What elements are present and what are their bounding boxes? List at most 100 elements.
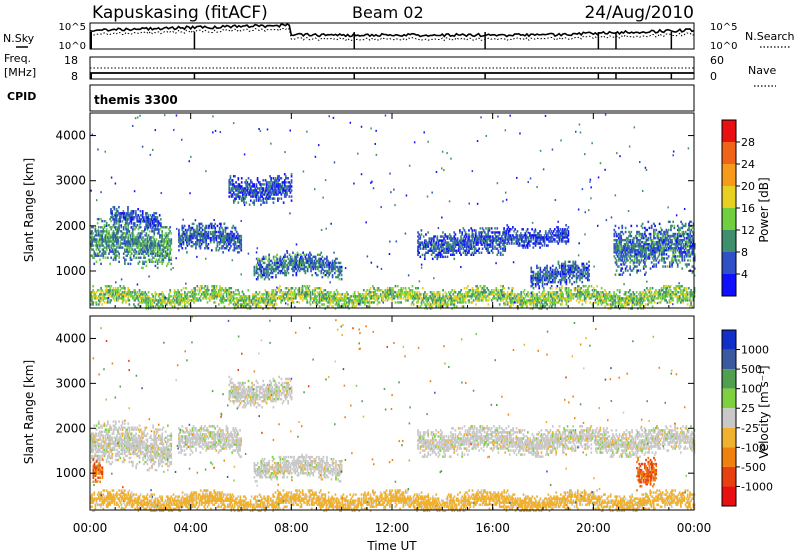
heatmap-cell — [671, 257, 673, 260]
heatmap-cell — [152, 220, 154, 223]
heatmap-cell — [463, 229, 466, 232]
heatmap-cell — [144, 291, 147, 294]
heatmap-cell — [152, 299, 154, 302]
heatmap-cell — [274, 179, 277, 182]
heatmap-cell — [139, 214, 142, 217]
heatmap-cell — [645, 265, 647, 268]
heatmap-cell — [683, 257, 686, 260]
heatmap-cell — [229, 291, 231, 294]
heatmap-cell — [148, 246, 151, 249]
heatmap-cell — [433, 247, 435, 250]
heatmap-cell — [691, 243, 694, 246]
heatmap-cell — [624, 245, 627, 248]
heatmap-cell — [289, 293, 292, 296]
heatmap-cell — [650, 255, 653, 258]
heatmap-cell — [168, 252, 170, 255]
heatmap-cell — [273, 263, 276, 267]
heatmap-cell — [235, 247, 238, 250]
heatmap-cell — [328, 271, 331, 275]
heatmap-cell — [533, 232, 536, 235]
heatmap-cell — [298, 257, 301, 261]
heatmap-cell — [135, 293, 137, 296]
heatmap-cell — [636, 257, 638, 260]
heatmap-cell — [125, 228, 127, 231]
heatmap-cell — [128, 230, 131, 233]
heatmap-cell — [157, 301, 160, 304]
heatmap-cell — [560, 240, 563, 243]
heatmap-cell — [542, 274, 545, 278]
heatmap-cell — [582, 272, 585, 276]
heatmap-cell — [423, 241, 426, 244]
heatmap-cell — [163, 256, 166, 259]
heatmap-cell — [149, 222, 152, 225]
heatmap-cell — [454, 233, 457, 236]
heatmap-cell — [530, 278, 533, 282]
heatmap-cell — [642, 234, 645, 238]
heatmap-cell — [147, 240, 150, 243]
heatmap-cell — [286, 255, 289, 259]
heatmap-cell — [131, 248, 134, 251]
heatmap-cell — [149, 226, 152, 229]
heatmap-cell — [300, 259, 302, 263]
heatmap-cell — [102, 299, 105, 302]
heatmap-cell — [228, 293, 230, 296]
heatmap-cell — [145, 226, 147, 229]
heatmap-cell — [433, 239, 435, 242]
heatmap-cell — [630, 245, 633, 248]
heatmap-cell — [417, 253, 419, 257]
heatmap-cell — [466, 239, 469, 242]
heatmap-cell — [313, 263, 316, 267]
heatmap-cell — [264, 269, 267, 273]
heatmap-cell — [220, 287, 222, 290]
heatmap-cell — [103, 226, 106, 229]
heatmap-cell — [287, 257, 290, 261]
heatmap-cell — [562, 266, 564, 270]
heatmap-cell — [169, 250, 171, 253]
heatmap-cell — [139, 295, 142, 298]
heatmap-cell — [117, 238, 119, 241]
heatmap-cell — [119, 236, 122, 239]
heatmap-cell — [567, 260, 570, 264]
heatmap-cell — [231, 189, 234, 192]
heatmap-cell — [629, 234, 632, 238]
heatmap-cell — [587, 278, 589, 282]
heatmap-cell — [300, 267, 302, 271]
heatmap-cell — [282, 201, 285, 204]
heatmap-cell — [117, 291, 119, 294]
heatmap-cell — [140, 299, 143, 302]
heatmap-cell — [101, 232, 104, 235]
heatmap-cell — [143, 256, 145, 259]
heatmap-cell — [294, 261, 297, 265]
heatmap-cell — [666, 232, 669, 236]
heatmap-cell — [213, 297, 216, 300]
heatmap-cell — [631, 269, 634, 272]
heatmap-cell — [680, 249, 682, 252]
heatmap-cell — [95, 244, 98, 247]
heatmap-cell — [138, 232, 141, 235]
heatmap-cell — [110, 250, 113, 253]
heatmap-cell — [446, 237, 449, 240]
heatmap-cell — [214, 236, 217, 240]
heatmap-cell — [103, 301, 106, 304]
heatmap-cell — [122, 217, 125, 221]
heatmap-cell — [180, 293, 183, 296]
heatmap-cell — [281, 183, 284, 186]
heatmap-cell — [163, 242, 166, 245]
heatmap-cell — [211, 295, 213, 298]
heatmap-cell — [133, 299, 135, 302]
heatmap-cell — [169, 246, 171, 249]
heatmap-cell — [460, 235, 462, 238]
heatmap-cell — [290, 261, 293, 265]
heatmap-cell — [112, 234, 115, 237]
heatmap-cell — [173, 299, 176, 302]
heatmap-cell — [613, 247, 616, 250]
heatmap-cell — [521, 244, 523, 247]
heatmap-cell — [282, 189, 285, 192]
heatmap-cell — [630, 234, 633, 238]
heatmap-cell — [494, 233, 496, 236]
heatmap-cell — [471, 233, 474, 236]
heatmap-cell — [268, 197, 270, 200]
heatmap-cell — [685, 263, 688, 266]
heatmap-cell — [337, 273, 340, 277]
heatmap-cell — [625, 253, 628, 256]
